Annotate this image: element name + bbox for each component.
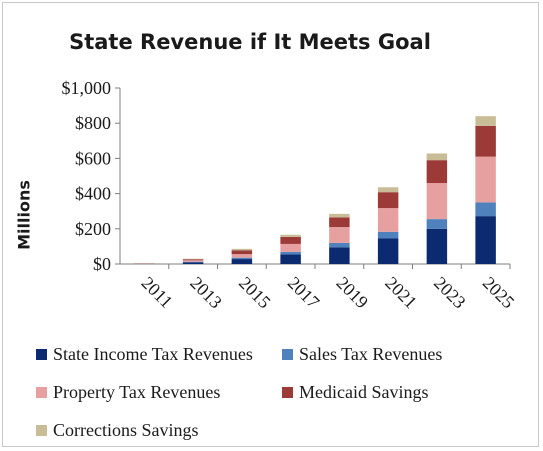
bar-segment bbox=[377, 208, 399, 232]
chart-title: State Revenue if It Meets Goal bbox=[69, 30, 431, 54]
bar-segment bbox=[182, 260, 204, 262]
legend-label: Sales Tax Revenues bbox=[299, 344, 443, 364]
x-tick-label: 2019 bbox=[333, 273, 373, 313]
bar-segment bbox=[377, 231, 399, 239]
bar-segment bbox=[475, 116, 496, 126]
chart-frame bbox=[2, 2, 539, 447]
bar-segment bbox=[182, 258, 204, 260]
bar-segment bbox=[280, 236, 301, 244]
bar-segment bbox=[182, 261, 204, 263]
legend-item: Corrections Savings bbox=[36, 420, 199, 441]
bar-segment bbox=[475, 125, 496, 157]
bar-segment bbox=[231, 257, 253, 260]
bar-segment bbox=[182, 262, 204, 264]
x-tick-label: 2017 bbox=[284, 273, 324, 313]
bar-segment bbox=[475, 202, 496, 217]
legend-item: Property Tax Revenues bbox=[36, 382, 220, 403]
bar-segment bbox=[426, 183, 448, 220]
bar-segment bbox=[231, 248, 253, 251]
bar-segment bbox=[377, 192, 399, 209]
y-tick-label: $800 bbox=[75, 113, 111, 133]
bar-segment bbox=[280, 243, 301, 252]
legend-swatch bbox=[282, 387, 293, 398]
bar-segment bbox=[377, 187, 399, 193]
legend-swatch bbox=[36, 425, 47, 436]
x-tick-label: 2015 bbox=[235, 273, 275, 313]
bar-segment bbox=[329, 227, 350, 243]
bar-segment bbox=[231, 250, 253, 255]
x-tick-label: 2021 bbox=[381, 273, 421, 313]
legend-swatch bbox=[36, 349, 47, 360]
x-tick-label: 2025 bbox=[479, 273, 519, 313]
legend-item: State Income Tax Revenues bbox=[36, 344, 253, 365]
y-tick-label: $400 bbox=[75, 184, 111, 204]
x-tick-label: 2011 bbox=[138, 273, 177, 312]
legend-item: Medicaid Savings bbox=[282, 382, 428, 403]
legend-swatch bbox=[36, 387, 47, 398]
x-tick-label: 2023 bbox=[430, 273, 470, 313]
bar-segment bbox=[426, 153, 448, 161]
bar-segment bbox=[426, 160, 448, 184]
bar-segment bbox=[329, 242, 350, 248]
y-tick-label: $600 bbox=[75, 148, 111, 168]
y-tick-label: $1,000 bbox=[62, 78, 112, 98]
bar-segment bbox=[426, 228, 448, 264]
bar-segment bbox=[475, 156, 496, 203]
y-tick-label: $0 bbox=[93, 254, 111, 274]
bar-segment bbox=[280, 254, 301, 264]
legend-label: Corrections Savings bbox=[53, 420, 199, 440]
bar-segment bbox=[475, 216, 496, 264]
legend-item: Sales Tax Revenues bbox=[282, 344, 442, 365]
bar-segment bbox=[280, 251, 301, 255]
y-tick-label: $200 bbox=[75, 219, 111, 239]
bar-segment bbox=[182, 259, 204, 261]
legend-label: Property Tax Revenues bbox=[53, 382, 221, 402]
bar-segment bbox=[329, 247, 350, 264]
legend-label: State Income Tax Revenues bbox=[53, 344, 253, 364]
legend-swatch bbox=[282, 349, 293, 360]
bar-segment bbox=[329, 217, 350, 228]
bar-segment bbox=[280, 234, 301, 237]
bar-segment bbox=[231, 259, 253, 264]
bar-segment bbox=[329, 213, 350, 218]
bar-segment bbox=[231, 254, 253, 258]
bar-segment bbox=[426, 219, 448, 229]
legend-label: Medicaid Savings bbox=[299, 382, 429, 402]
bar-segment bbox=[377, 238, 399, 264]
x-tick-label: 2013 bbox=[186, 273, 226, 313]
